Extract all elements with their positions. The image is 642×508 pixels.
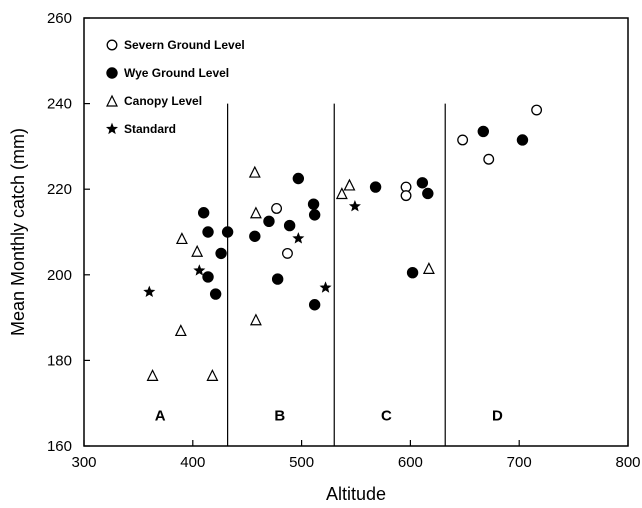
- legend-marker: [106, 67, 118, 79]
- series-canopy-level: [146, 165, 435, 381]
- data-point: [319, 281, 332, 293]
- data-point: [221, 226, 234, 238]
- legend: Severn Ground Level Wye Ground Level Canop…: [105, 38, 245, 136]
- data-point: [335, 187, 348, 200]
- data-point: [174, 324, 187, 337]
- x-axis-ticks: 300 400 500 600 700 800: [71, 440, 641, 471]
- x-tick-label: 600: [398, 454, 423, 471]
- data-points: [143, 104, 543, 381]
- data-point: [292, 172, 305, 185]
- y-tick-label: 160: [47, 438, 72, 455]
- data-point: [191, 244, 204, 257]
- y-tick-label: 260: [47, 10, 72, 27]
- data-point: [249, 230, 261, 242]
- data-point: [400, 190, 412, 202]
- data-point: [271, 273, 284, 285]
- legend-label: Canopy Level: [124, 94, 202, 108]
- y-tick-label: 200: [47, 267, 72, 284]
- series-standard: [143, 200, 361, 298]
- legend-entry: Wye Ground Level: [106, 66, 229, 80]
- region-label: A: [155, 407, 166, 424]
- data-point: [202, 271, 214, 283]
- legend-marker: [106, 94, 118, 107]
- data-point: [282, 247, 293, 259]
- data-point: [416, 177, 429, 189]
- legend-marker: [106, 39, 118, 51]
- data-point: [215, 247, 227, 260]
- x-tick-label: 300: [71, 454, 96, 471]
- legend-entry: Canopy Level: [106, 94, 202, 108]
- data-point: [422, 187, 434, 200]
- y-axis-ticks: 160 180 200 220 240 260: [47, 10, 90, 455]
- data-point: [146, 369, 159, 381]
- series-wye-ground-level: [197, 125, 529, 311]
- legend-marker: [105, 122, 119, 135]
- data-point: [292, 232, 305, 244]
- series-severn-ground-level: [271, 104, 543, 259]
- data-point: [308, 209, 321, 221]
- data-point: [249, 313, 262, 326]
- y-tick-label: 180: [47, 352, 72, 369]
- legend-entry: Severn Ground Level: [106, 38, 245, 52]
- data-point: [197, 207, 210, 219]
- data-point: [483, 153, 495, 165]
- region-label: B: [274, 407, 285, 424]
- plot-frame: [83, 17, 629, 447]
- data-point: [249, 206, 262, 219]
- data-point: [348, 200, 361, 212]
- data-point: [531, 104, 543, 116]
- region-label: C: [381, 407, 392, 424]
- data-point: [283, 219, 296, 232]
- data-point: [193, 264, 206, 276]
- data-point: [248, 165, 261, 178]
- data-point: [209, 288, 222, 300]
- x-axis-title: Altitude: [326, 484, 386, 504]
- data-point: [263, 215, 275, 228]
- data-point: [457, 134, 469, 146]
- data-point: [369, 181, 382, 193]
- data-point: [477, 125, 489, 138]
- data-point: [516, 134, 529, 146]
- data-point: [271, 203, 283, 214]
- data-point: [175, 232, 188, 245]
- data-point: [422, 262, 435, 274]
- data-point: [308, 299, 321, 311]
- legend-label: Wye Ground Level: [124, 66, 229, 80]
- y-tick-label: 220: [47, 181, 72, 198]
- x-tick-label: 700: [507, 454, 532, 471]
- data-point: [143, 285, 156, 298]
- data-point: [206, 369, 219, 381]
- data-point: [406, 266, 419, 279]
- region-label: D: [492, 407, 503, 424]
- data-point: [202, 226, 214, 238]
- legend-label: Standard: [124, 122, 176, 136]
- data-point: [307, 198, 320, 210]
- data-point: [343, 178, 356, 191]
- legend-label: Severn Ground Level: [124, 38, 245, 52]
- y-axis-title: Mean Monthly catch (mm): [8, 128, 28, 336]
- region-labels: A B C D: [155, 407, 503, 424]
- region-boundaries: [227, 103, 446, 446]
- legend-entry: Standard: [105, 122, 176, 136]
- x-tick-label: 500: [289, 454, 314, 471]
- x-tick-label: 800: [615, 454, 640, 471]
- x-tick-label: 400: [180, 454, 205, 471]
- y-tick-label: 240: [47, 96, 72, 113]
